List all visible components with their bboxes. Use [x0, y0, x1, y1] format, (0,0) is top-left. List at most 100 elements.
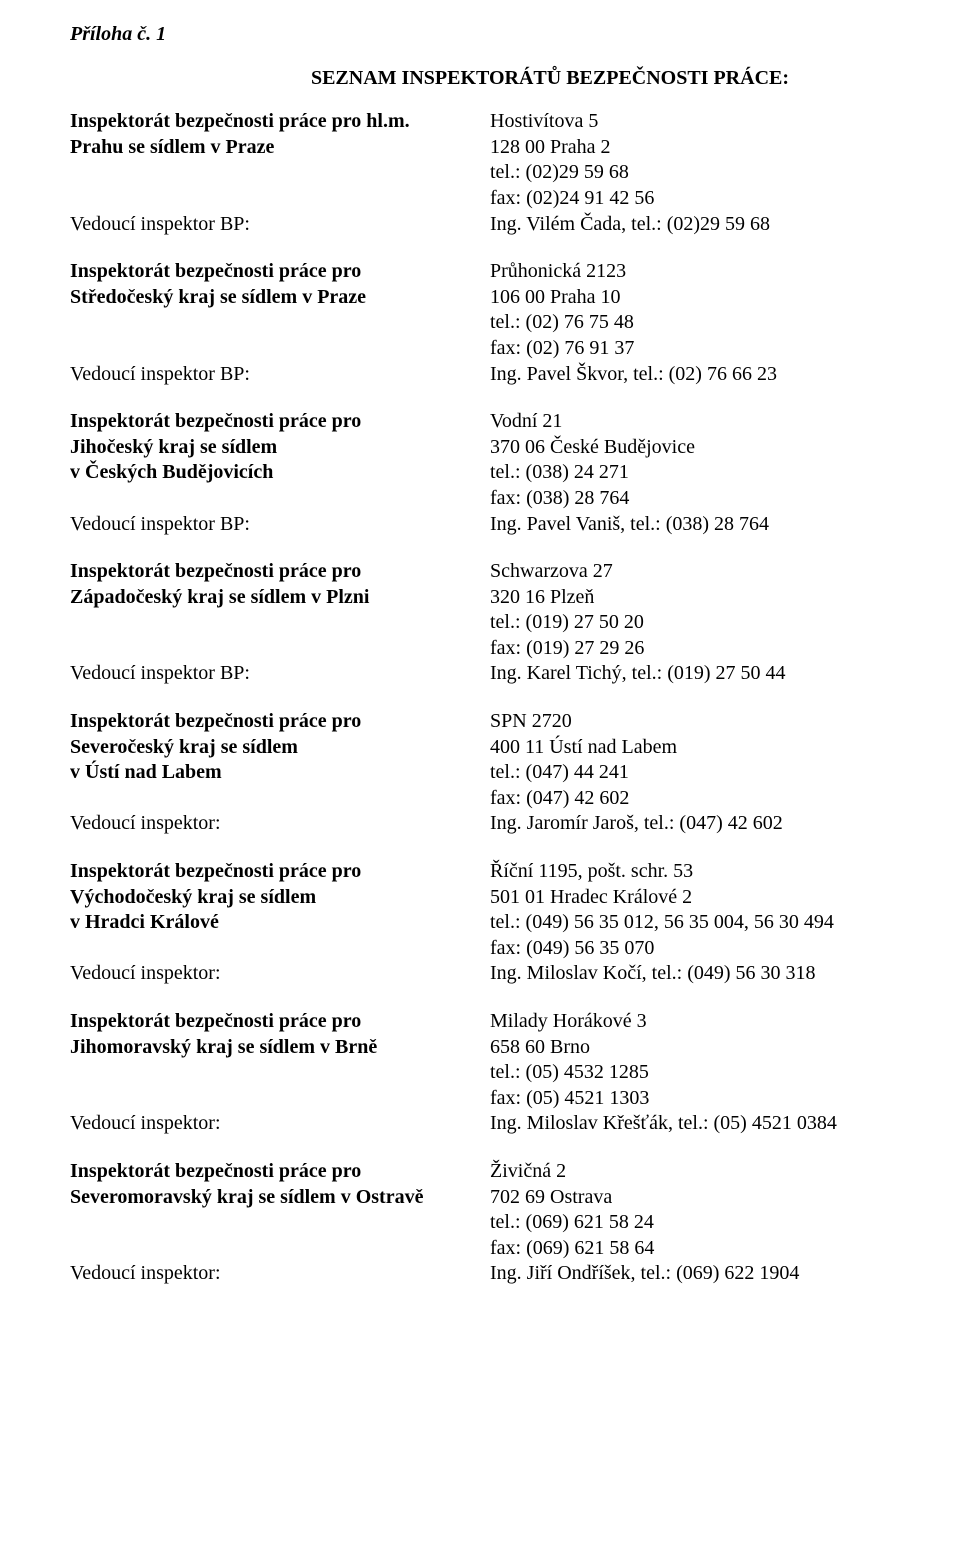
blank-line [70, 1210, 480, 1236]
office-address-line: tel.: (049) 56 35 012, 56 35 004, 56 30 … [490, 910, 960, 936]
office-address-line: tel.: (02) 76 75 48 [490, 310, 960, 336]
office-name: Inspektorát bezpečnosti práce proJihočes… [70, 409, 490, 537]
office-address-line: SPN 2720 [490, 709, 960, 735]
office-name-line: Západočeský kraj se sídlem v Plzni [70, 585, 480, 611]
office-block: Inspektorát bezpečnosti práce proJihočes… [70, 409, 960, 537]
office-address-line: fax: (019) 27 29 26 [490, 636, 960, 662]
blank-line [70, 786, 480, 812]
office-address-line: Schwarzova 27 [490, 559, 960, 585]
blank-line [70, 1236, 480, 1262]
office-name-line: Prahu se sídlem v Praze [70, 135, 480, 161]
office-address-line: fax: (047) 42 602 [490, 786, 960, 812]
office-block: Inspektorát bezpečnosti práce pro hl.m.P… [70, 109, 960, 237]
blank-line [70, 336, 480, 362]
lead-inspector-label: Vedoucí inspektor: [70, 1111, 480, 1137]
office-address-line: 658 60 Brno [490, 1035, 960, 1061]
blank-line [70, 610, 480, 636]
office-top-row: Inspektorát bezpečnosti práce proSeveroč… [70, 709, 960, 837]
blank-line [70, 1086, 480, 1112]
office-address: SPN 2720400 11 Ústí nad Labemtel.: (047)… [490, 709, 960, 837]
office-name: Inspektorát bezpečnosti práce proStředoč… [70, 259, 490, 387]
lead-inspector-label: Vedoucí inspektor: [70, 811, 480, 837]
office-name-line: Inspektorát bezpečnosti práce pro [70, 1009, 480, 1035]
office-top-row: Inspektorát bezpečnosti práce proVýchodo… [70, 859, 960, 987]
office-block: Inspektorát bezpečnosti práce proJihomor… [70, 1009, 960, 1137]
office-address-line: Živičná 2 [490, 1159, 960, 1185]
office-address-line: Říční 1195, pošt. schr. 53 [490, 859, 960, 885]
office-address-line: fax: (02) 76 91 37 [490, 336, 960, 362]
lead-inspector-value: Ing. Miloslav Křešťák, tel.: (05) 4521 0… [490, 1111, 960, 1137]
office-address-line: fax: (069) 621 58 64 [490, 1236, 960, 1262]
office-name-line: Inspektorát bezpečnosti práce pro [70, 1159, 480, 1185]
blank-line [70, 636, 480, 662]
office-top-row: Inspektorát bezpečnosti práce proJihočes… [70, 409, 960, 537]
office-address-line: tel.: (069) 621 58 24 [490, 1210, 960, 1236]
lead-inspector-label: Vedoucí inspektor BP: [70, 661, 480, 687]
office-address: Živičná 2702 69 Ostravatel.: (069) 621 5… [490, 1159, 960, 1287]
office-name-line: Inspektorát bezpečnosti práce pro [70, 409, 480, 435]
blank-line [70, 936, 480, 962]
office-block: Inspektorát bezpečnosti práce proVýchodo… [70, 859, 960, 987]
office-name-line: Jihočeský kraj se sídlem [70, 435, 480, 461]
office-name-line: Inspektorát bezpečnosti práce pro [70, 859, 480, 885]
lead-inspector-label: Vedoucí inspektor: [70, 961, 480, 987]
office-address-line: tel.: (047) 44 241 [490, 760, 960, 786]
office-address: Hostivítova 5128 00 Praha 2tel.: (02)29 … [490, 109, 960, 237]
lead-inspector-value: Ing. Pavel Vaniš, tel.: (038) 28 764 [490, 512, 960, 538]
office-block: Inspektorát bezpečnosti práce proStředoč… [70, 259, 960, 387]
blank-line [70, 186, 480, 212]
office-address: Milady Horákové 3658 60 Brnotel.: (05) 4… [490, 1009, 960, 1137]
office-name-line: Inspektorát bezpečnosti práce pro [70, 709, 480, 735]
office-address-line: fax: (038) 28 764 [490, 486, 960, 512]
lead-inspector-value: Ing. Karel Tichý, tel.: (019) 27 50 44 [490, 661, 960, 687]
office-address-line: tel.: (038) 24 271 [490, 460, 960, 486]
lead-inspector-value: Ing. Miloslav Kočí, tel.: (049) 56 30 31… [490, 961, 960, 987]
office-name-line: Inspektorát bezpečnosti práce pro [70, 559, 480, 585]
office-address-line: 320 16 Plzeň [490, 585, 960, 611]
office-block: Inspektorát bezpečnosti práce proSeveroč… [70, 709, 960, 837]
office-address-line: tel.: (02)29 59 68 [490, 160, 960, 186]
office-name: Inspektorát bezpečnosti práce proJihomor… [70, 1009, 490, 1137]
office-name-line: v Ústí nad Labem [70, 760, 480, 786]
blank-line [70, 310, 480, 336]
office-address-line: 106 00 Praha 10 [490, 285, 960, 311]
appendix-label: Příloha č. 1 [70, 22, 960, 48]
office-address-line: fax: (02)24 91 42 56 [490, 186, 960, 212]
office-address-line: Milady Horákové 3 [490, 1009, 960, 1035]
office-address-line: fax: (049) 56 35 070 [490, 936, 960, 962]
office-name-line: Inspektorát bezpečnosti práce pro hl.m. [70, 109, 480, 135]
office-name-line: Inspektorát bezpečnosti práce pro [70, 259, 480, 285]
office-name-line: Severočeský kraj se sídlem [70, 735, 480, 761]
lead-inspector-value: Ing. Vilém Čada, tel.: (02)29 59 68 [490, 212, 960, 238]
page-title: SEZNAM INSPEKTORÁTŮ BEZPEČNOSTI PRÁCE: [70, 66, 960, 92]
blank-line [70, 160, 480, 186]
office-top-row: Inspektorát bezpečnosti práce pro hl.m.P… [70, 109, 960, 237]
office-top-row: Inspektorát bezpečnosti práce proJihomor… [70, 1009, 960, 1137]
office-name: Inspektorát bezpečnosti práce pro hl.m.P… [70, 109, 490, 237]
office-name: Inspektorát bezpečnosti práce proZápadoč… [70, 559, 490, 687]
lead-inspector-label: Vedoucí inspektor BP: [70, 362, 480, 388]
office-name-line: Jihomoravský kraj se sídlem v Brně [70, 1035, 480, 1061]
office-address-line: fax: (05) 4521 1303 [490, 1086, 960, 1112]
office-address-line: Vodní 21 [490, 409, 960, 435]
office-name: Inspektorát bezpečnosti práce proSeveroč… [70, 709, 490, 837]
office-name-line: v Hradci Králové [70, 910, 480, 936]
office-name-line: Severomoravský kraj se sídlem v Ostravě [70, 1185, 480, 1211]
lead-inspector-label: Vedoucí inspektor: [70, 1261, 480, 1287]
office-name-line: Středočeský kraj se sídlem v Praze [70, 285, 480, 311]
office-top-row: Inspektorát bezpečnosti práce proZápadoč… [70, 559, 960, 687]
office-address: Říční 1195, pošt. schr. 53501 01 Hradec … [490, 859, 960, 987]
office-address: Průhonická 2123106 00 Praha 10tel.: (02)… [490, 259, 960, 387]
office-address-line: tel.: (05) 4532 1285 [490, 1060, 960, 1086]
lead-inspector-value: Ing. Pavel Škvor, tel.: (02) 76 66 23 [490, 362, 960, 388]
lead-inspector-value: Ing. Jiří Ondříšek, tel.: (069) 622 1904 [490, 1261, 960, 1287]
office-address-line: 702 69 Ostrava [490, 1185, 960, 1211]
office-top-row: Inspektorát bezpečnosti práce proStředoč… [70, 259, 960, 387]
lead-inspector-label: Vedoucí inspektor BP: [70, 212, 480, 238]
lead-inspector-value: Ing. Jaromír Jaroš, tel.: (047) 42 602 [490, 811, 960, 837]
office-address-line: Průhonická 2123 [490, 259, 960, 285]
office-address-line: Hostivítova 5 [490, 109, 960, 135]
office-address-line: tel.: (019) 27 50 20 [490, 610, 960, 636]
office-address-line: 501 01 Hradec Králové 2 [490, 885, 960, 911]
office-name-line: v Českých Budějovicích [70, 460, 480, 486]
